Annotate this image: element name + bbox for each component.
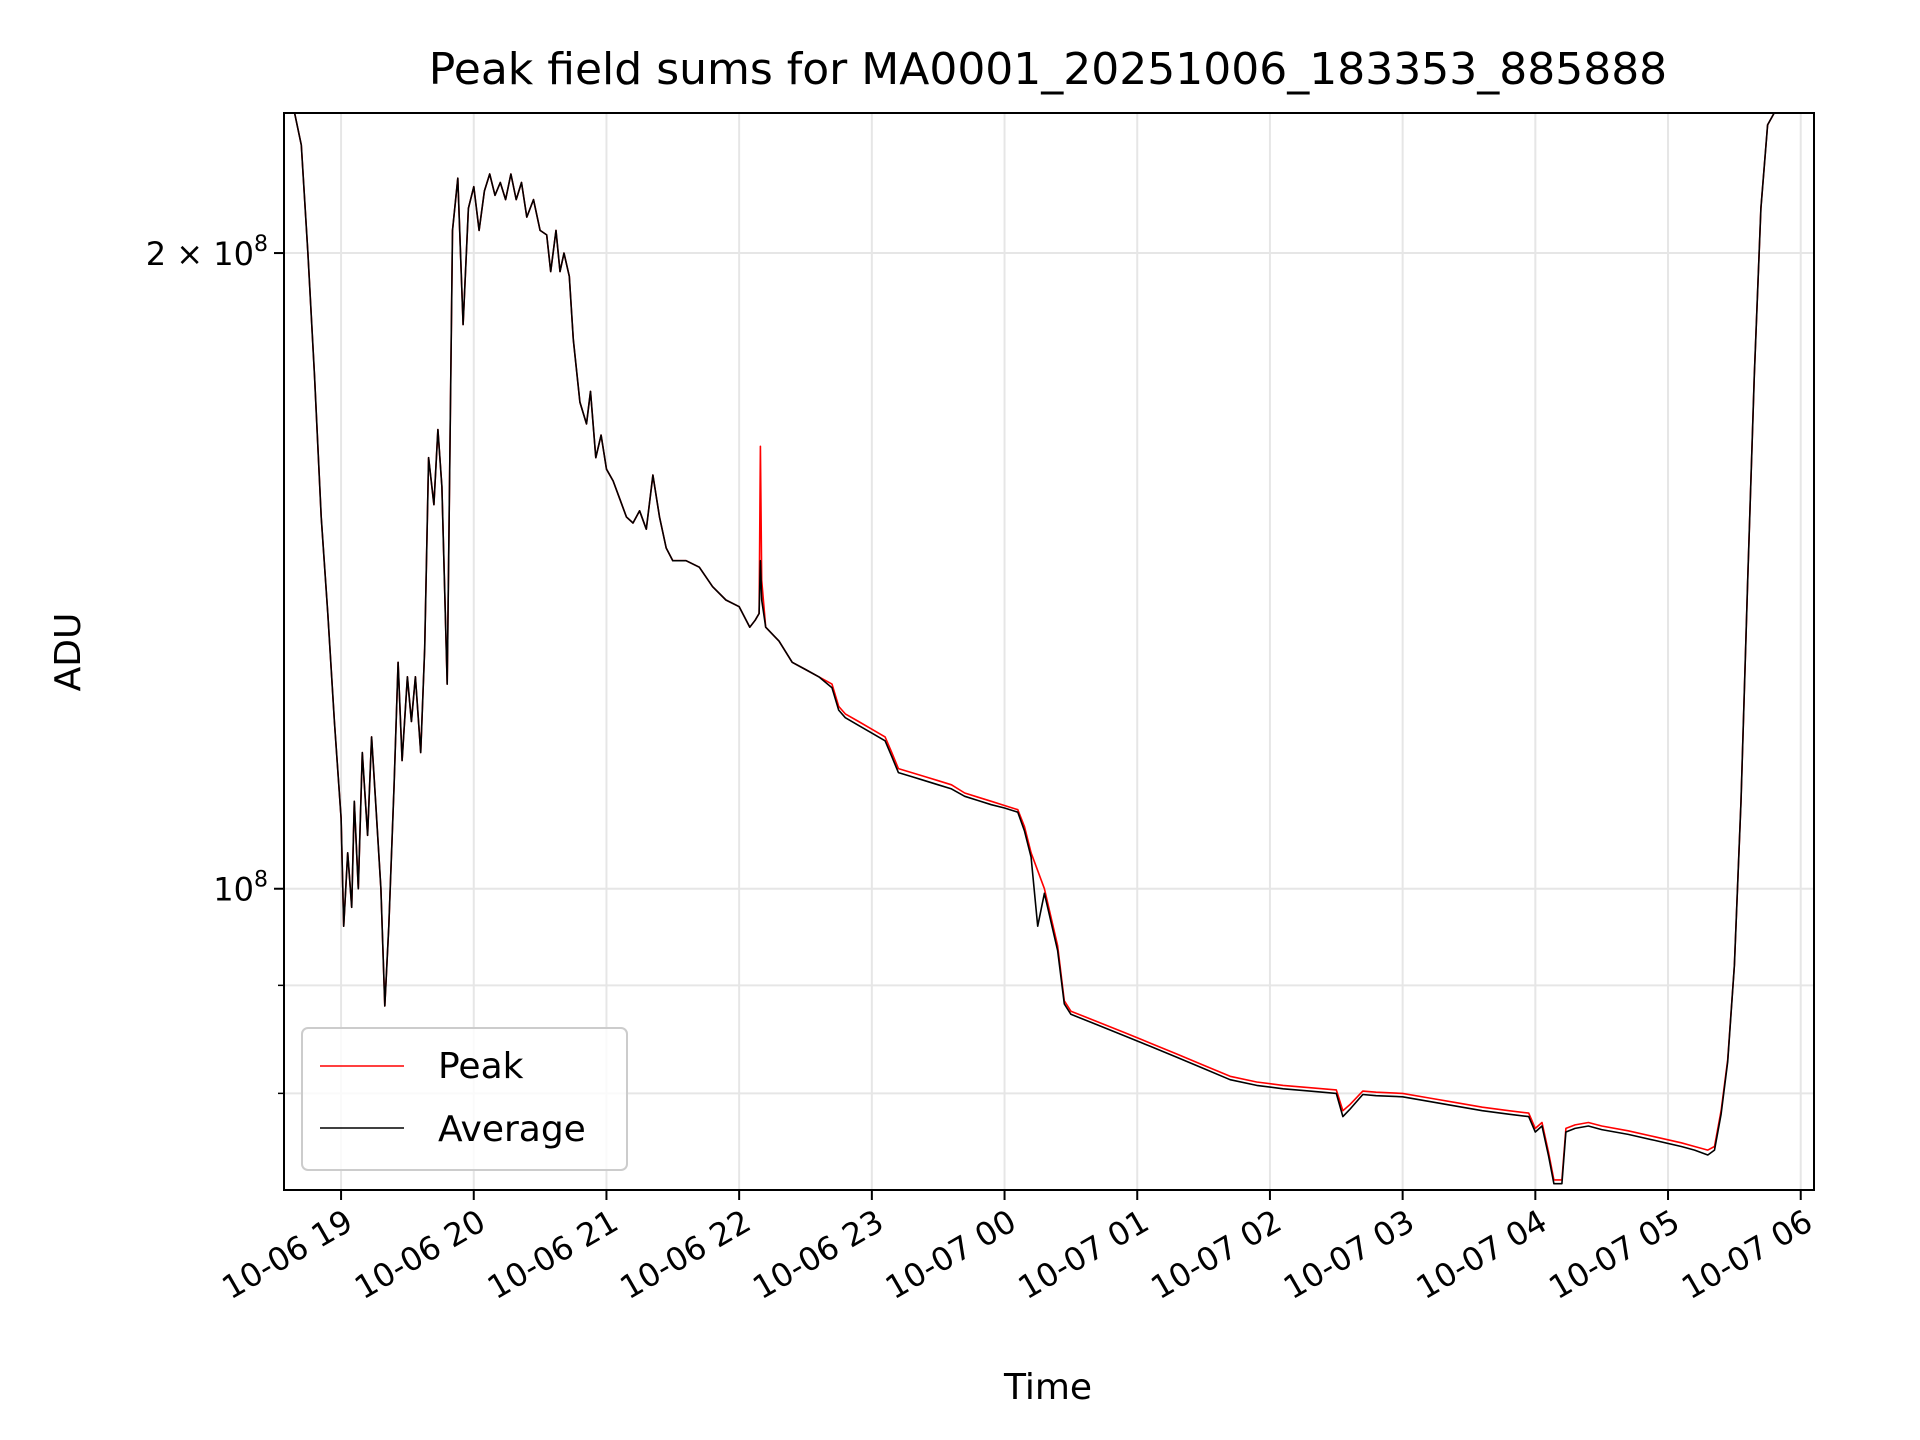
- y-tick-exponent: 8: [254, 232, 268, 257]
- y-axis-label: ADU: [48, 613, 89, 692]
- series-line-average: [284, 113, 1814, 1185]
- legend-label-average: Average: [438, 1109, 586, 1150]
- grid: [284, 113, 1814, 1190]
- legend-box: [301, 1027, 628, 1171]
- series-layer: [284, 113, 1814, 1185]
- y-tick-base: 10: [213, 871, 254, 909]
- legend-label-peak: Peak: [438, 1046, 524, 1087]
- plot-frame: [283, 112, 1815, 1191]
- x-axis-label: Time: [1003, 1367, 1092, 1408]
- legend: Peak Average: [301, 1027, 628, 1171]
- y-tick-label: 2 × 108: [146, 232, 268, 273]
- y-tick-coef: 2 ×: [146, 235, 214, 273]
- y-tick-label: 108: [213, 868, 268, 909]
- y-tick-base: 10: [213, 235, 254, 273]
- y-tick-exponent: 8: [254, 868, 268, 893]
- chart-title: Peak field sums for MA0001_20251006_1833…: [429, 44, 1667, 95]
